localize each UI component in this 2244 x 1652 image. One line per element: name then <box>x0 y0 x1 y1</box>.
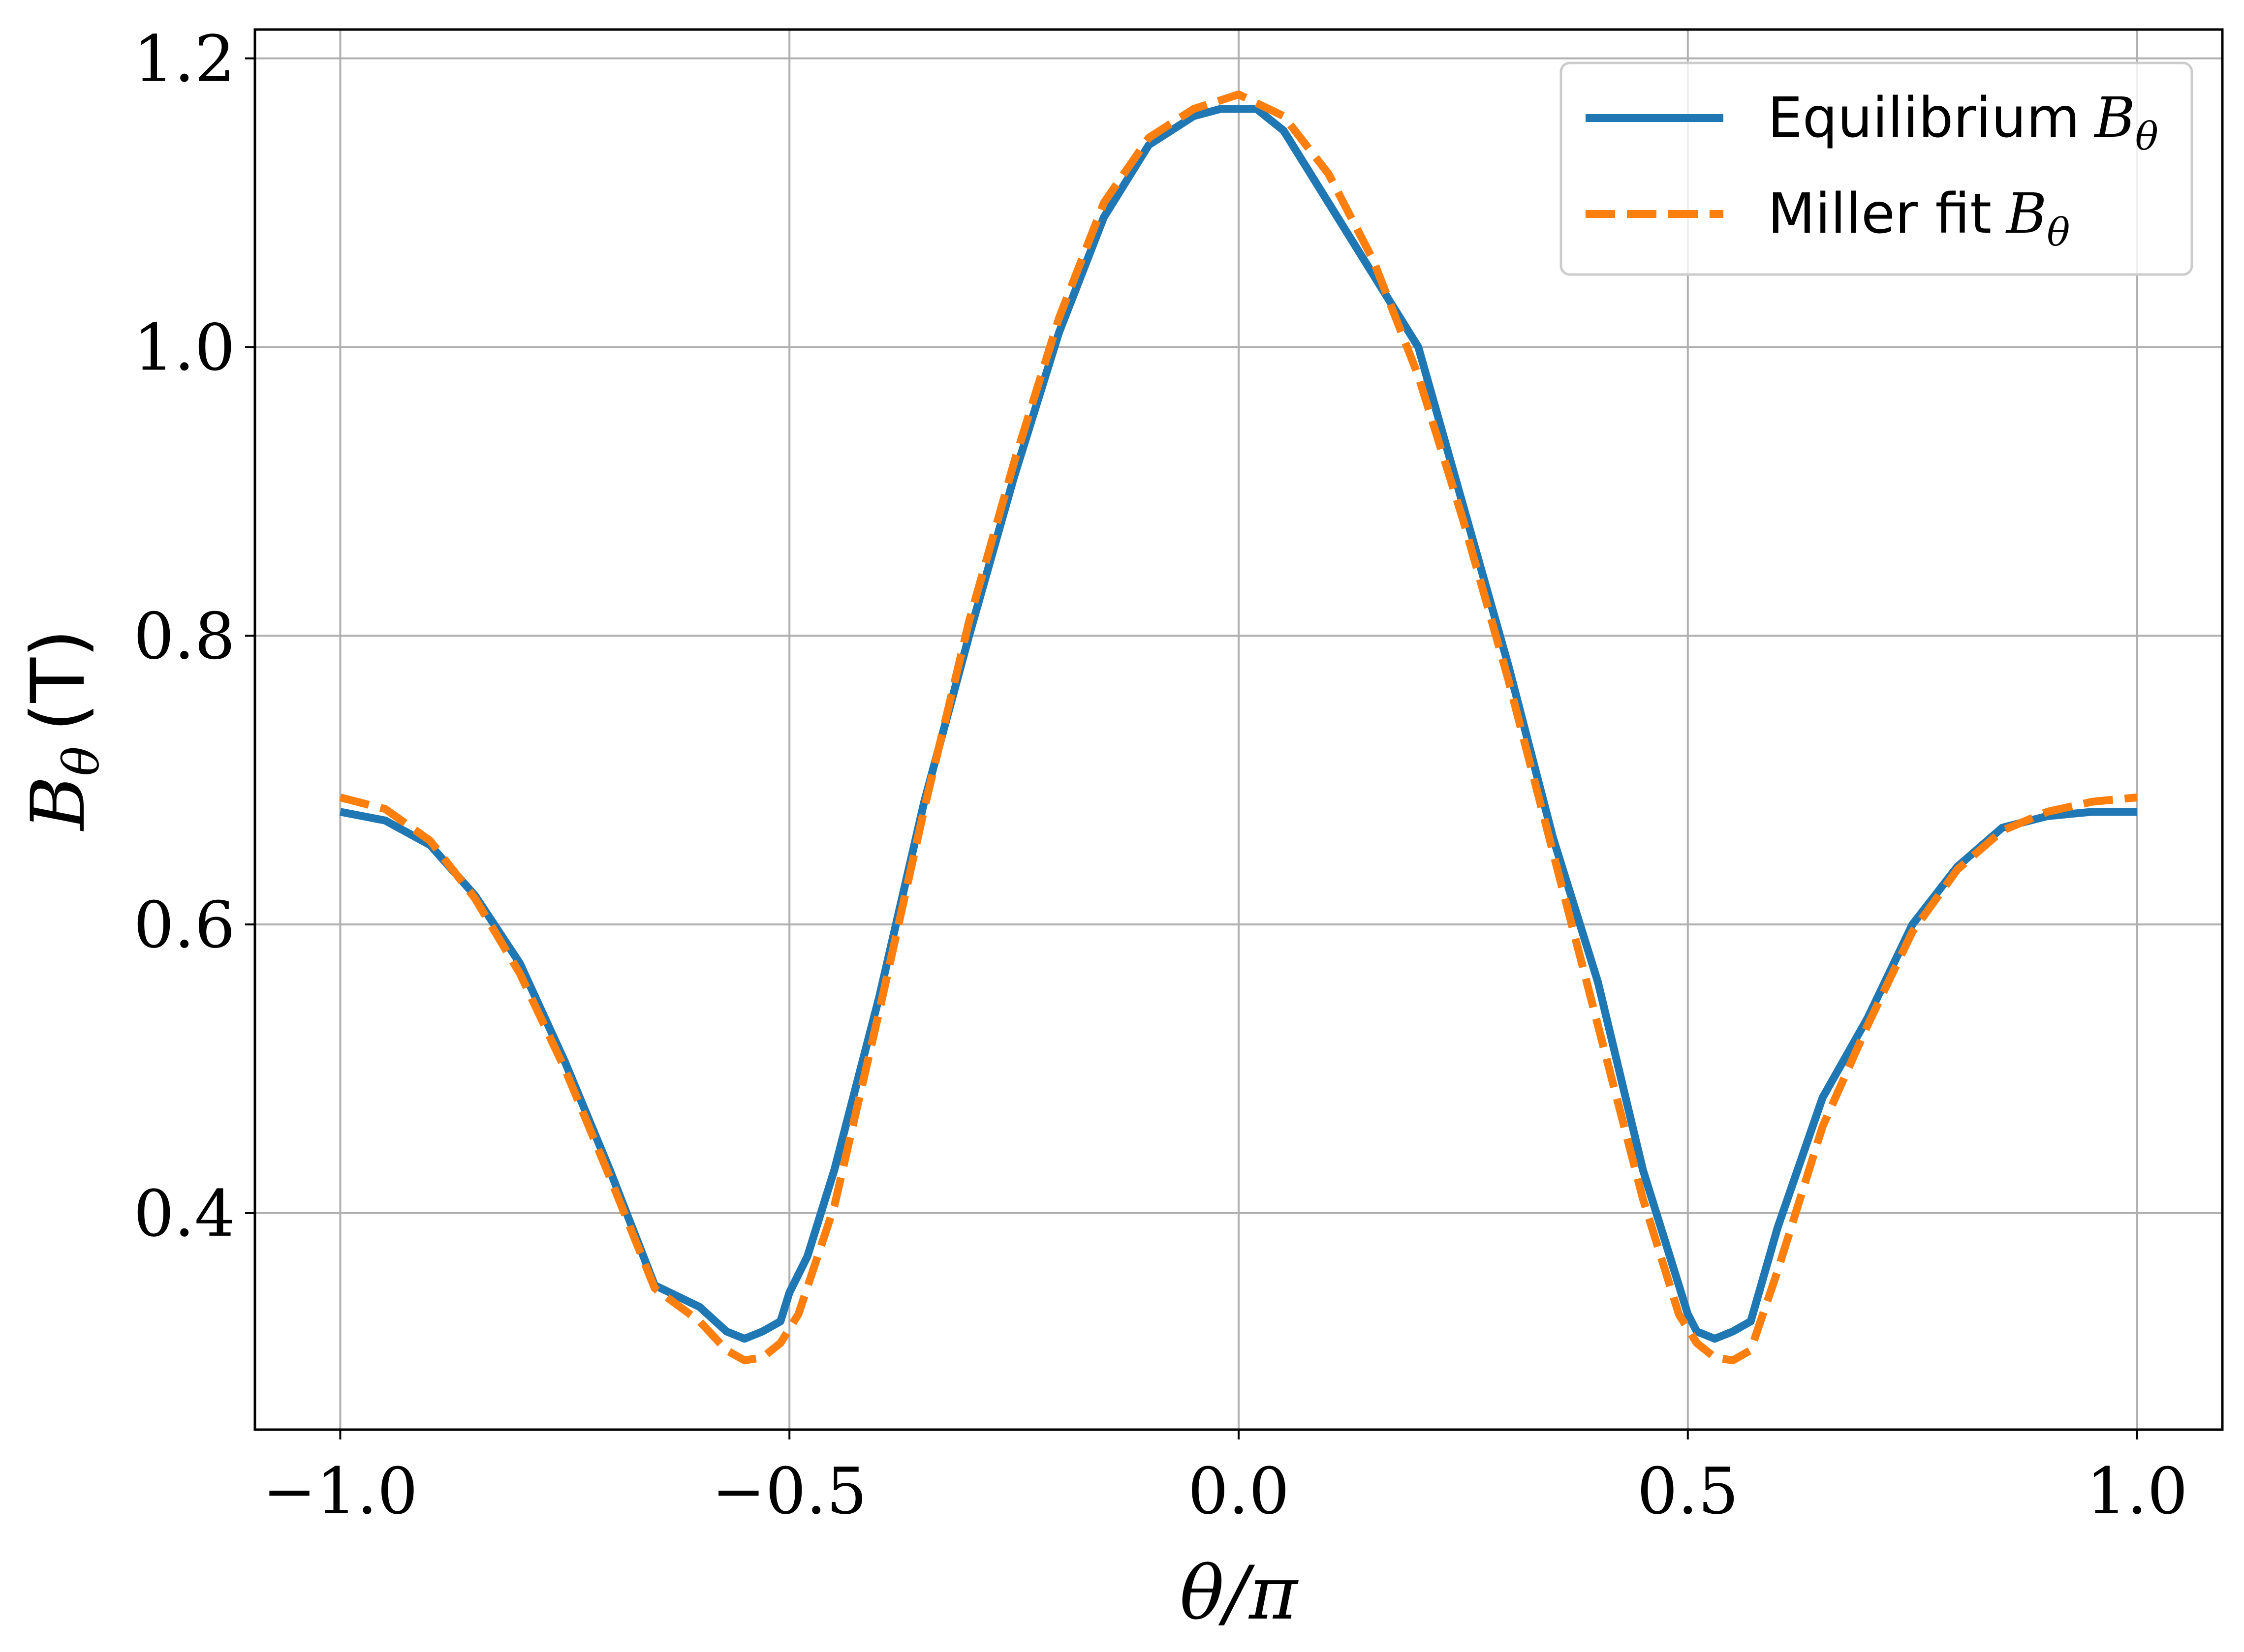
series-layer <box>339 91 2138 1365</box>
y-tick-label: 1.2 <box>133 22 235 96</box>
y-axis-label-unit: (T) <box>16 629 101 732</box>
x-tick-label: 1.0 <box>2086 1454 2188 1529</box>
legend-label-equilibrium: Equilibrium Bθ <box>1768 86 2158 159</box>
x-tick-label: 0.5 <box>1637 1454 1739 1529</box>
y-axis-label: Bθ (T) <box>16 629 110 831</box>
x-tick-label: 0.0 <box>1188 1454 1290 1529</box>
y-tick-label: 0.8 <box>133 599 235 673</box>
y-axis-label-symbol: B <box>16 776 101 831</box>
legend-label-miller-fit-sub: θ <box>2047 211 2070 255</box>
legend-label-miller-fit-name: Miller fit <box>1768 182 1992 246</box>
grid <box>255 30 2222 1430</box>
legend-label-equilibrium-math: B <box>2094 86 2135 150</box>
y-tick-label: 0.6 <box>133 887 235 962</box>
y-axis-label-subscript: θ <box>53 746 110 776</box>
series-line-equilibrium <box>339 105 2137 1343</box>
x-tick-label: −0.5 <box>712 1454 867 1529</box>
legend: Equilibrium Bθ Miller fit Bθ <box>1559 61 2193 276</box>
legend-label-equilibrium-name: Equilibrium <box>1768 86 2080 150</box>
legend-label-miller-fit-math: B <box>2005 182 2047 246</box>
ticks: −1.0 −0.5 0.0 0.5 1.0 0.4 0.6 0.8 1.0 1.2 <box>133 22 2188 1529</box>
y-tick-label: 1.0 <box>133 310 235 385</box>
x-tick-label: −1.0 <box>263 1454 418 1529</box>
x-axis-label: θ/π <box>1180 1551 1299 1636</box>
legend-label-miller-fit: Miller fit Bθ <box>1768 182 2070 255</box>
legend-label-equilibrium-sub: θ <box>2135 115 2158 159</box>
series-line-miller-fit <box>339 91 2138 1365</box>
y-tick-label: 0.4 <box>133 1176 235 1251</box>
